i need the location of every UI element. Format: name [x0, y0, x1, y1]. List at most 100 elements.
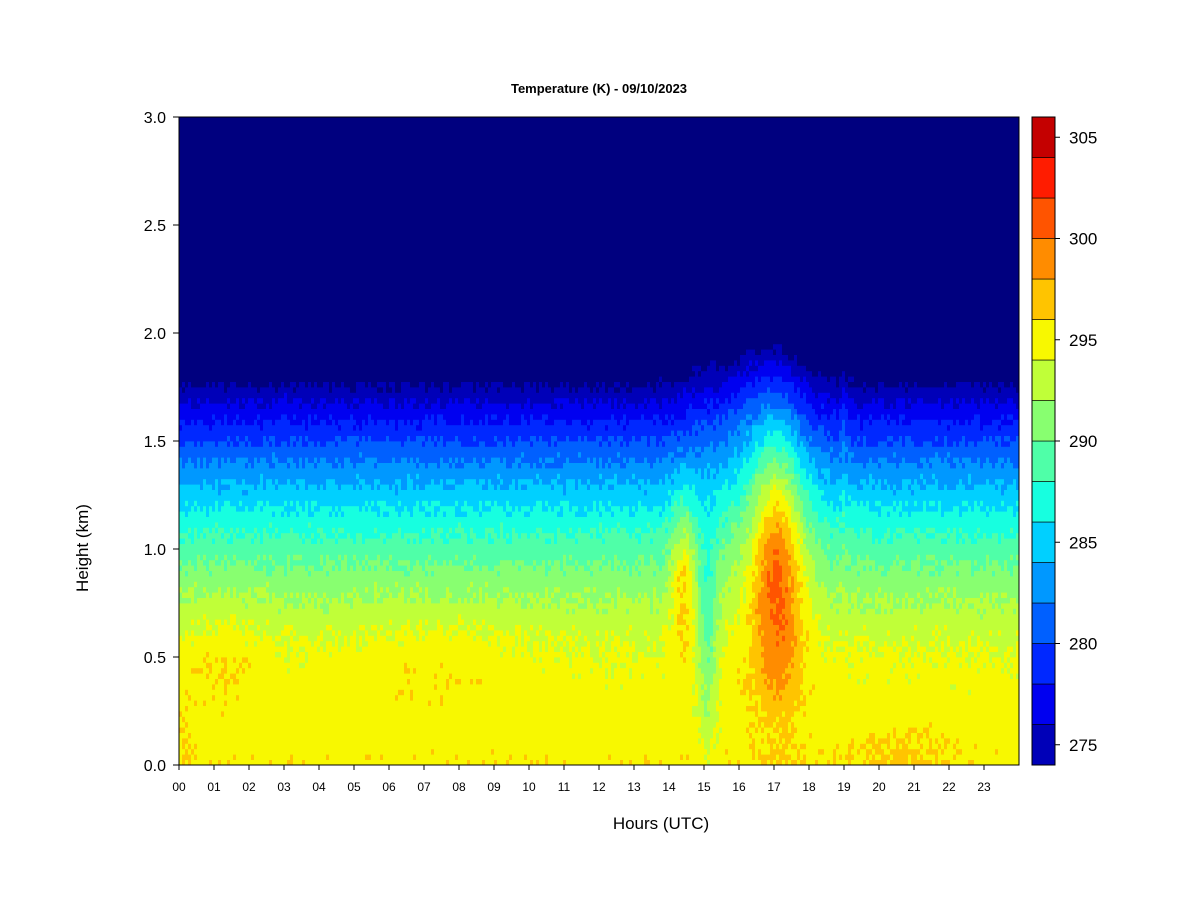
- heatmap-cell: [581, 651, 585, 658]
- heatmap-cell: [536, 635, 540, 642]
- heatmap-cell: [635, 408, 639, 420]
- heatmap-cell: [605, 430, 609, 442]
- heatmap-cell: [419, 586, 423, 593]
- heatmap-cell: [869, 527, 873, 561]
- heatmap-column: [368, 117, 372, 766]
- heatmap-cell: [800, 603, 804, 620]
- heatmap-cell: [554, 543, 558, 561]
- heatmap-cell: [455, 559, 459, 566]
- heatmap-cell: [377, 505, 381, 517]
- heatmap-cell: [707, 646, 711, 658]
- heatmap-cell: [239, 408, 243, 426]
- heatmap-cell: [200, 419, 204, 447]
- heatmap-cell: [521, 441, 525, 453]
- heatmap-cell: [275, 651, 279, 658]
- heatmap-cell: [206, 424, 210, 442]
- heatmap-column: [404, 117, 408, 766]
- heatmap-cell: [722, 538, 726, 544]
- heatmap-cell: [683, 613, 687, 620]
- heatmap-cell: [743, 370, 747, 388]
- heatmap-cell: [728, 586, 732, 593]
- heatmap-cell: [740, 117, 744, 355]
- heatmap-cell: [620, 662, 624, 669]
- heatmap-cell: [506, 592, 510, 598]
- heatmap-cell: [227, 759, 231, 766]
- heatmap-cell: [737, 457, 741, 474]
- heatmap-cell: [248, 397, 252, 426]
- heatmap-cell: [506, 408, 510, 415]
- heatmap-cell: [488, 635, 492, 642]
- heatmap-cell: [485, 500, 489, 507]
- heatmap-cell: [443, 462, 447, 490]
- heatmap-cell: [422, 538, 426, 571]
- heatmap-cell: [794, 635, 798, 647]
- heatmap-cell: [395, 581, 399, 588]
- heatmap-cell: [461, 381, 465, 404]
- heatmap-cell: [188, 559, 192, 588]
- heatmap-cell: [332, 527, 336, 534]
- heatmap-cell: [212, 630, 216, 685]
- heatmap-cell: [881, 646, 885, 652]
- heatmap-cell: [434, 684, 438, 690]
- heatmap-cell: [227, 489, 231, 501]
- heatmap-cell: [680, 489, 684, 496]
- heatmap-cell: [782, 711, 786, 717]
- heatmap-cell: [584, 592, 588, 609]
- heatmap-cell: [830, 538, 834, 571]
- heatmap-cell: [842, 117, 846, 372]
- heatmap-column: [788, 117, 792, 766]
- heatmap-cell: [533, 565, 537, 571]
- heatmap-cell: [599, 457, 603, 474]
- heatmap-cell: [407, 381, 411, 404]
- heatmap-cell: [476, 630, 480, 636]
- heatmap-cell: [752, 576, 756, 582]
- heatmap-cell: [548, 462, 552, 469]
- heatmap-cell: [773, 408, 777, 420]
- heatmap-cell: [773, 376, 777, 393]
- heatmap-cell: [413, 603, 417, 636]
- heatmap-cell: [596, 559, 600, 604]
- heatmap-cell: [326, 597, 330, 604]
- heatmap-column: [563, 117, 567, 766]
- heatmap-cell: [788, 732, 792, 744]
- heatmap-cell: [761, 586, 765, 631]
- heatmap-cell: [440, 597, 444, 625]
- heatmap-cell: [218, 117, 222, 382]
- heatmap-cell: [827, 441, 831, 453]
- heatmap-cell: [371, 500, 375, 507]
- heatmap-cell: [197, 457, 201, 485]
- heatmap-cell: [671, 565, 675, 582]
- heatmap-column: [632, 117, 636, 766]
- heatmap-cell: [512, 597, 516, 636]
- heatmap-cell: [773, 354, 777, 361]
- heatmap-cell: [728, 117, 732, 366]
- heatmap-cell: [692, 532, 696, 550]
- heatmap-cell: [515, 559, 519, 593]
- heatmap-cell: [557, 635, 561, 642]
- heatmap-cell: [602, 505, 606, 534]
- heatmap-cell: [557, 559, 561, 588]
- heatmap-cell: [536, 532, 540, 539]
- heatmap-cell: [581, 597, 585, 604]
- heatmap-cell: [242, 559, 246, 593]
- heatmap-cell: [515, 646, 519, 766]
- heatmap-cell: [620, 565, 624, 598]
- heatmap-cell: [413, 538, 417, 544]
- heatmap-cell: [641, 678, 645, 766]
- heatmap-cell: [377, 462, 381, 480]
- heatmap-cell: [401, 586, 405, 625]
- heatmap-cell: [716, 619, 720, 625]
- heatmap-cell: [635, 511, 639, 528]
- heatmap-cell: [809, 694, 813, 733]
- heatmap-cell: [560, 468, 564, 485]
- heatmap-cell: [524, 505, 528, 512]
- heatmap-cell: [626, 608, 630, 615]
- heatmap-cell: [701, 738, 705, 766]
- heatmap-cell: [257, 570, 261, 588]
- heatmap-cell: [491, 505, 495, 528]
- heatmap-cell: [335, 117, 339, 388]
- heatmap-cell: [788, 743, 792, 755]
- heatmap-cell: [872, 754, 876, 766]
- heatmap-cell: [575, 565, 579, 571]
- heatmap-cell: [398, 478, 402, 501]
